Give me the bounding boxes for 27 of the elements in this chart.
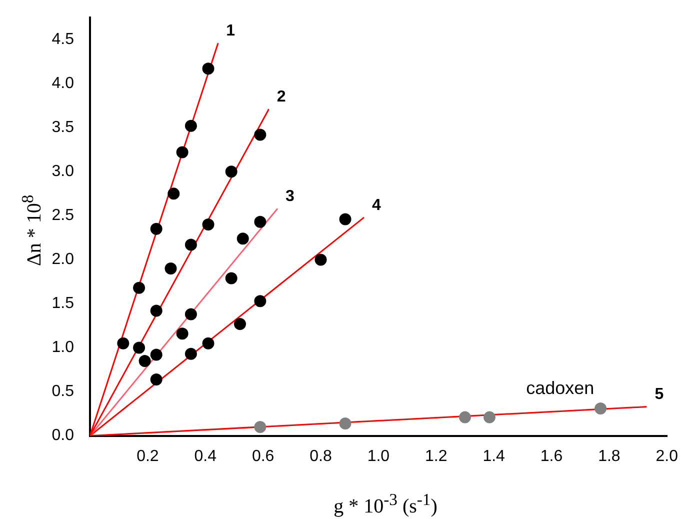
series-label: 2 bbox=[276, 88, 286, 106]
y-tick-label: 3.0 bbox=[52, 163, 74, 180]
x-axis-title: g * 10$^{-3}$ (s$^{-1}$) bbox=[332, 490, 438, 519]
y-tick-label: 4.0 bbox=[52, 75, 74, 92]
y-tick-label: 2.5 bbox=[52, 207, 74, 224]
annotation: cadoxen bbox=[526, 378, 594, 398]
x-tick-label: 0.4 bbox=[194, 448, 217, 465]
y-tick-label: 4.5 bbox=[52, 31, 74, 48]
series-label: 3 bbox=[285, 188, 294, 206]
y-tick-label: 1.5 bbox=[52, 295, 74, 312]
y-tick-label: 0.0 bbox=[52, 427, 74, 444]
x-tick-label: 0.8 bbox=[310, 448, 332, 465]
y-tick-label: 1.0 bbox=[52, 339, 74, 356]
y-tick-label: 0.5 bbox=[52, 383, 74, 400]
x-tick-label: 1.8 bbox=[598, 448, 620, 465]
x-tick-label: 0.6 bbox=[252, 448, 274, 465]
series-label: 1 bbox=[226, 22, 236, 40]
x-tick-label: 0.2 bbox=[136, 448, 159, 465]
x-tick-label: 1.4 bbox=[482, 448, 506, 465]
y-tick-label: 2.0 bbox=[52, 251, 74, 268]
x-tick-label: 1.6 bbox=[540, 448, 563, 465]
y-tick-label: 3.5 bbox=[52, 119, 74, 136]
x-tick-label: 1.2 bbox=[425, 448, 448, 465]
x-tick-label: 1.0 bbox=[367, 448, 390, 465]
series-label: 5 bbox=[654, 386, 664, 404]
series-label: 4 bbox=[372, 196, 382, 214]
x-tick-label: 2.0 bbox=[656, 448, 678, 465]
